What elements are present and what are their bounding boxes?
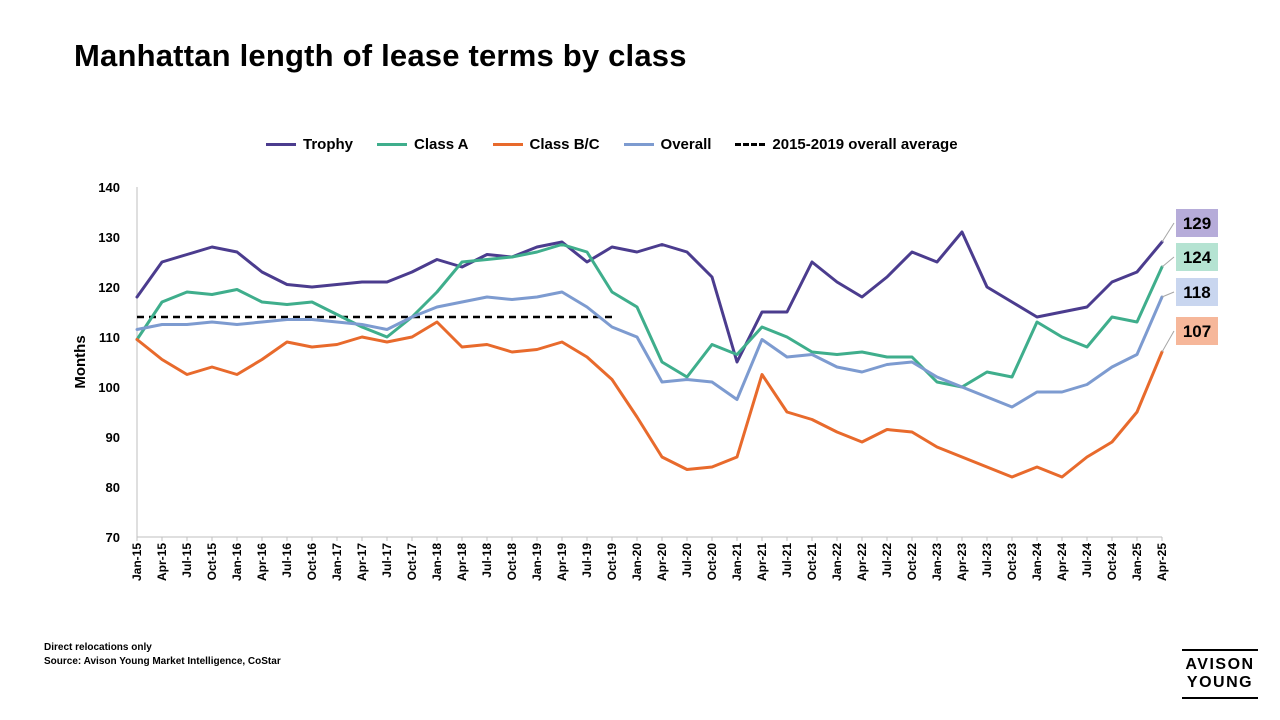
legend-label-trophy: Trophy bbox=[303, 136, 354, 153]
end-label-trophy: 129 bbox=[1183, 214, 1211, 233]
x-tick-label: Jul-17 bbox=[380, 543, 394, 578]
x-tick-label: Oct-18 bbox=[505, 543, 519, 581]
y-tick-label: 70 bbox=[106, 530, 120, 545]
x-tick-label: Apr-25 bbox=[1155, 543, 1169, 581]
x-tick-label: Apr-22 bbox=[855, 543, 869, 581]
x-tick-label: Apr-19 bbox=[555, 543, 569, 581]
legend-item-overall: Overall bbox=[623, 136, 712, 153]
series-line-trophy bbox=[135, 230, 1164, 364]
legend-swatch-average bbox=[735, 143, 766, 146]
end-label-leader-class-b-c bbox=[1161, 330, 1175, 353]
y-tick-label: 120 bbox=[98, 280, 120, 295]
x-tick-label: Oct-23 bbox=[1005, 543, 1019, 581]
end-label-box-class-b-c bbox=[1176, 317, 1218, 345]
x-tick-label: Apr-15 bbox=[155, 543, 169, 581]
x-tick-label: Oct-19 bbox=[605, 543, 619, 581]
legend-label-class-a: Class A bbox=[414, 136, 469, 153]
x-tick-label: Oct-17 bbox=[405, 543, 419, 581]
x-tick-label: Jul-24 bbox=[1080, 543, 1094, 578]
x-tick-label: Oct-22 bbox=[905, 543, 919, 581]
legend-swatch-overall bbox=[623, 143, 654, 146]
x-tick-label: Jan-19 bbox=[530, 543, 544, 581]
x-tick-label: Jan-21 bbox=[730, 543, 744, 581]
end-label-class-a: 124 bbox=[1183, 248, 1212, 267]
x-tick-label: Apr-17 bbox=[355, 543, 369, 581]
end-label-leader-overall bbox=[1161, 291, 1175, 298]
x-tick-label: Oct-20 bbox=[705, 543, 719, 581]
x-tick-label: Apr-18 bbox=[455, 543, 469, 581]
chart-title: Manhattan length of lease terms by class bbox=[74, 38, 687, 73]
x-tick-label: Apr-24 bbox=[1055, 543, 1069, 581]
end-label-class-b-c: 107 bbox=[1183, 322, 1211, 341]
end-label-box-class-a bbox=[1176, 243, 1218, 271]
footnote-line-1: Direct relocations only bbox=[44, 642, 152, 653]
x-tick-label: Apr-23 bbox=[955, 543, 969, 581]
end-label-overall: 118 bbox=[1183, 283, 1210, 302]
footnote-source: Source: Avison Young Market Intelligence… bbox=[44, 656, 281, 667]
x-tick-label: Oct-21 bbox=[805, 543, 819, 581]
y-tick-label: 130 bbox=[98, 230, 120, 245]
x-tick-label: Oct-16 bbox=[305, 543, 319, 581]
end-label-box-trophy bbox=[1176, 209, 1218, 237]
series-line-class-a bbox=[135, 243, 1164, 389]
legend-swatch-class-bc bbox=[492, 143, 523, 146]
x-tick-label: Apr-20 bbox=[655, 543, 669, 581]
x-tick-label: Jul-21 bbox=[780, 543, 794, 578]
x-tick-label: Jan-18 bbox=[430, 543, 444, 581]
x-tick-label: Jan-24 bbox=[1030, 543, 1044, 581]
y-tick-label: 140 bbox=[98, 180, 120, 195]
avison-young-logo: AVISON YOUNG bbox=[1182, 649, 1258, 699]
x-tick-label: Oct-15 bbox=[205, 543, 219, 581]
x-tick-label: Jan-17 bbox=[330, 543, 344, 581]
x-tick-label: Jul-15 bbox=[180, 543, 194, 578]
chart-legend: Trophy Class A Class B/C Overall 2015-20… bbox=[266, 136, 958, 153]
y-tick-label: 110 bbox=[99, 330, 120, 345]
x-tick-label: Jul-16 bbox=[280, 543, 294, 578]
x-tick-label: Jul-22 bbox=[880, 543, 894, 578]
legend-item-average: 2015-2019 overall average bbox=[735, 136, 958, 153]
y-tick-label: 100 bbox=[98, 380, 120, 395]
x-tick-label: Jan-23 bbox=[930, 543, 944, 581]
legend-swatch-trophy bbox=[266, 143, 296, 146]
x-tick-label: Jul-18 bbox=[480, 543, 494, 578]
x-tick-label: Oct-24 bbox=[1105, 543, 1119, 581]
x-tick-label: Jan-20 bbox=[630, 543, 644, 581]
legend-label-overall: Overall bbox=[660, 136, 712, 153]
x-tick-label: Jul-19 bbox=[580, 543, 594, 578]
y-tick-label: 80 bbox=[106, 480, 120, 495]
x-tick-label: Jan-16 bbox=[230, 543, 244, 581]
x-tick-label: Apr-21 bbox=[755, 543, 769, 581]
x-tick-label: Jul-23 bbox=[980, 543, 994, 578]
y-tick-label: 90 bbox=[106, 430, 120, 445]
legend-label-class-bc: Class B/C bbox=[529, 136, 600, 153]
series-line-overall bbox=[135, 290, 1164, 409]
footnote: Direct relocations only Source: Avison Y… bbox=[44, 641, 281, 669]
logo-line-1: AVISON bbox=[1185, 656, 1255, 673]
legend-label-average: 2015-2019 overall average bbox=[772, 136, 958, 153]
x-tick-label: Jan-15 bbox=[130, 543, 144, 581]
x-tick-label: Apr-16 bbox=[255, 543, 269, 581]
legend-item-class-bc: Class B/C bbox=[492, 136, 600, 153]
x-tick-label: Jul-20 bbox=[680, 543, 694, 578]
end-label-leader-class-a bbox=[1161, 256, 1175, 268]
series-line-class-b-c bbox=[135, 320, 1164, 479]
legend-item-trophy: Trophy bbox=[266, 136, 353, 153]
end-label-box-overall bbox=[1176, 278, 1218, 306]
legend-item-class-a: Class A bbox=[377, 136, 469, 153]
y-axis-title: Months bbox=[72, 335, 89, 388]
logo-line-2: YOUNG bbox=[1186, 674, 1254, 691]
end-label-leader-trophy bbox=[1161, 222, 1175, 243]
x-tick-label: Jan-22 bbox=[830, 543, 844, 581]
x-tick-label: Jan-25 bbox=[1130, 543, 1144, 581]
legend-swatch-class-a bbox=[377, 143, 408, 146]
